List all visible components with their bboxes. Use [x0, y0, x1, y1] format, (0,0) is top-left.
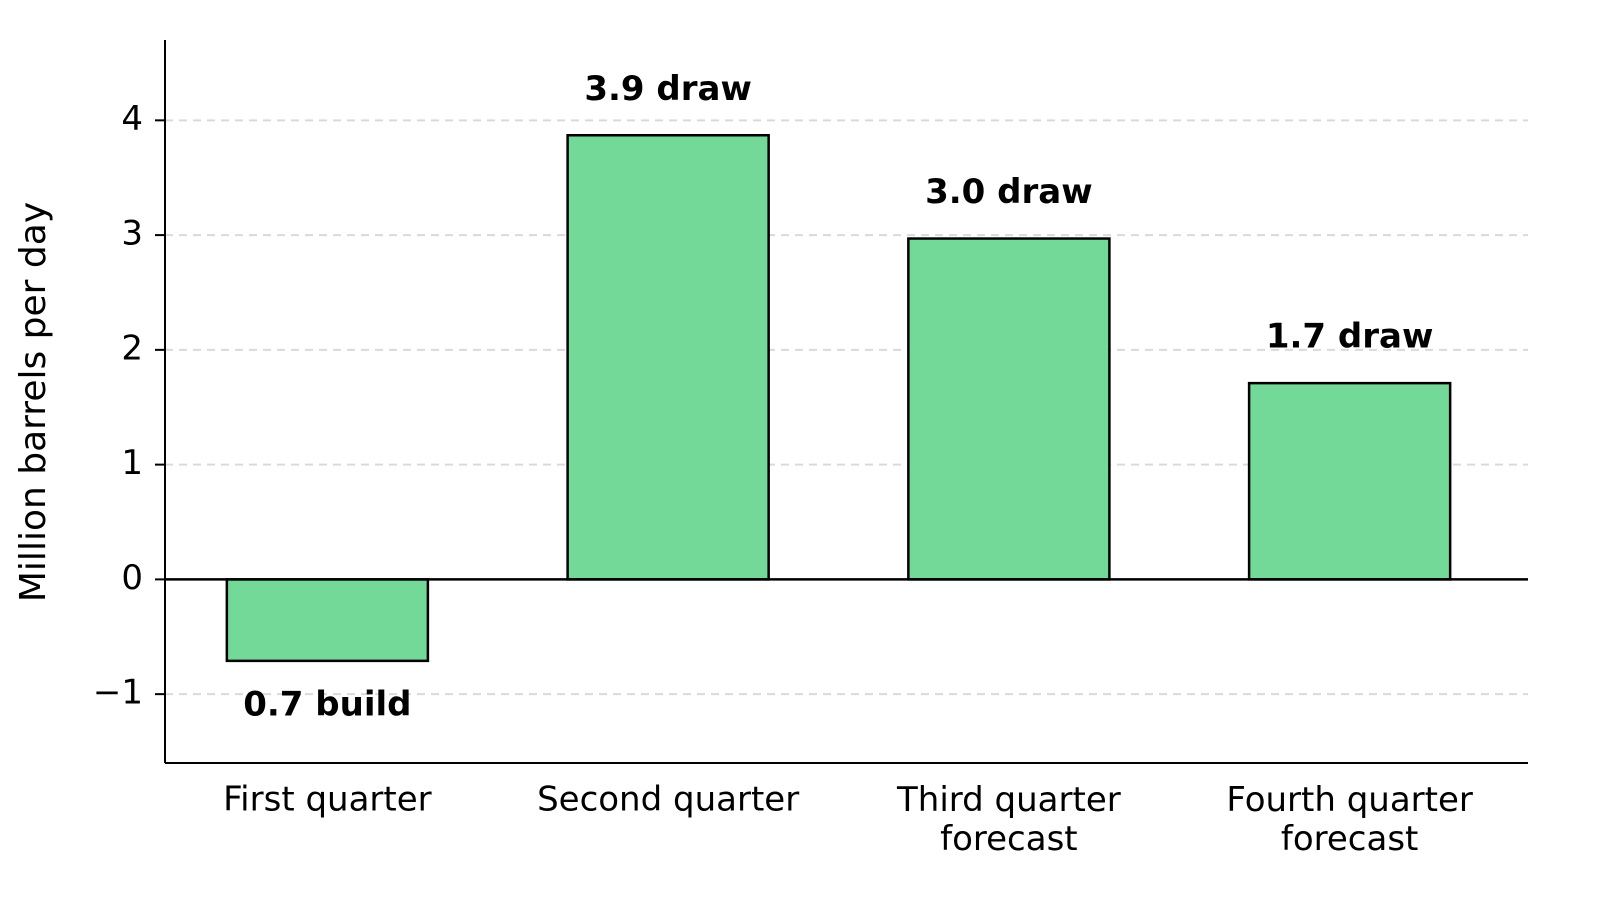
bar [907, 237, 1111, 581]
value-label: 0.7 build [243, 684, 411, 724]
x-tick-label: First quarter [223, 780, 432, 820]
y-tick-label: 3 [121, 214, 143, 254]
value-label: 1.7 draw [1266, 317, 1434, 357]
y-tick-label: 0 [121, 558, 143, 598]
y-axis-title: Million barrels per day [13, 202, 54, 602]
y-tick-label: −1 [93, 673, 143, 713]
bar [225, 578, 430, 663]
value-label: 3.0 draw [925, 172, 1093, 212]
y-tick-label: 1 [121, 443, 143, 483]
x-tick-label: Third quarter forecast [896, 780, 1121, 859]
x-tick-label: Second quarter [537, 780, 799, 820]
x-tick-label: Fourth quarter forecast [1226, 780, 1473, 859]
value-label: 3.9 draw [584, 69, 752, 109]
y-tick-label: 2 [121, 328, 143, 368]
y-tick-label: 4 [121, 99, 143, 139]
bar [566, 134, 770, 581]
bar [1247, 381, 1452, 581]
